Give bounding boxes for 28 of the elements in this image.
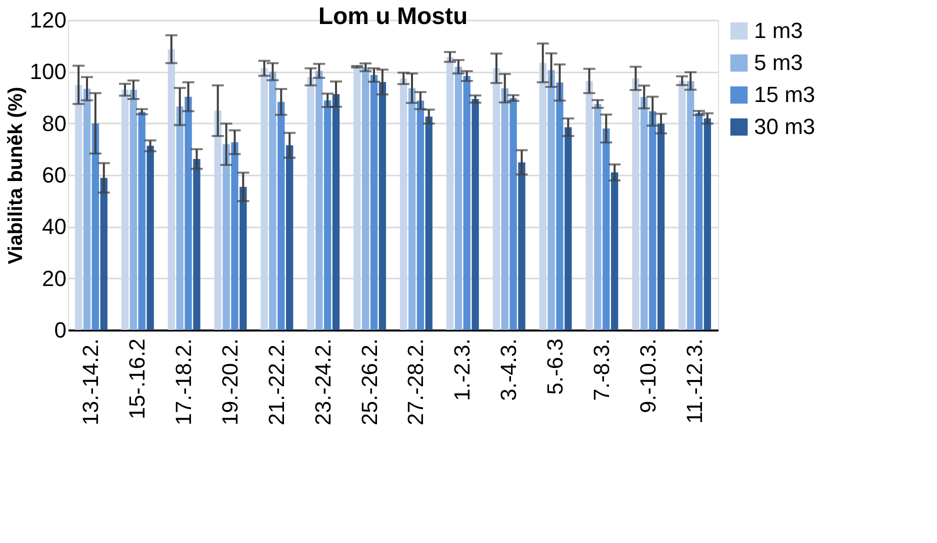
y-axis-title: Viabilita buněk (%) bbox=[4, 86, 27, 264]
legend-label: 5 m3 bbox=[754, 50, 803, 75]
legend-label: 1 m3 bbox=[754, 18, 803, 43]
y-tick-label: 60 bbox=[42, 162, 66, 188]
y-tick-label: 0 bbox=[54, 318, 66, 342]
legend-label: 15 m3 bbox=[754, 82, 816, 107]
x-tick-label: 27.-28.2. bbox=[403, 338, 428, 426]
x-tick-label: 9.-10.3. bbox=[635, 338, 660, 414]
x-tick-label: 3.-4.3. bbox=[496, 338, 522, 401]
y-tick-label: 40 bbox=[42, 214, 66, 240]
y-tick-label: 100 bbox=[30, 59, 66, 84]
x-tick-label: 15-.16.2 bbox=[124, 338, 150, 420]
x-tick-label: 25.-26.2. bbox=[356, 338, 382, 426]
legend-label: 30 m3 bbox=[754, 114, 816, 139]
bar bbox=[354, 66, 361, 330]
chart-title: Lom u Mostu bbox=[318, 3, 468, 30]
x-tick-label: 13.-14.2. bbox=[78, 338, 104, 426]
y-tick-label: 20 bbox=[42, 266, 66, 291]
x-tick-label: 7.-8.3. bbox=[588, 338, 614, 401]
x-tick-label: 21.-22.2. bbox=[264, 338, 289, 426]
x-tick-label: 23.-24.2. bbox=[310, 338, 336, 426]
x-tick-label: 17.-18.2. bbox=[171, 338, 196, 426]
x-tick-label: 1.-2.3. bbox=[450, 338, 475, 401]
x-tick-label: 11.-12.3. bbox=[682, 338, 707, 424]
y-tick-label: 80 bbox=[42, 110, 66, 136]
x-tick-label: 19.-20.2. bbox=[218, 338, 242, 426]
x-tick-label: 5.-6.3 bbox=[542, 338, 568, 395]
y-tick-label: 120 bbox=[30, 8, 66, 32]
